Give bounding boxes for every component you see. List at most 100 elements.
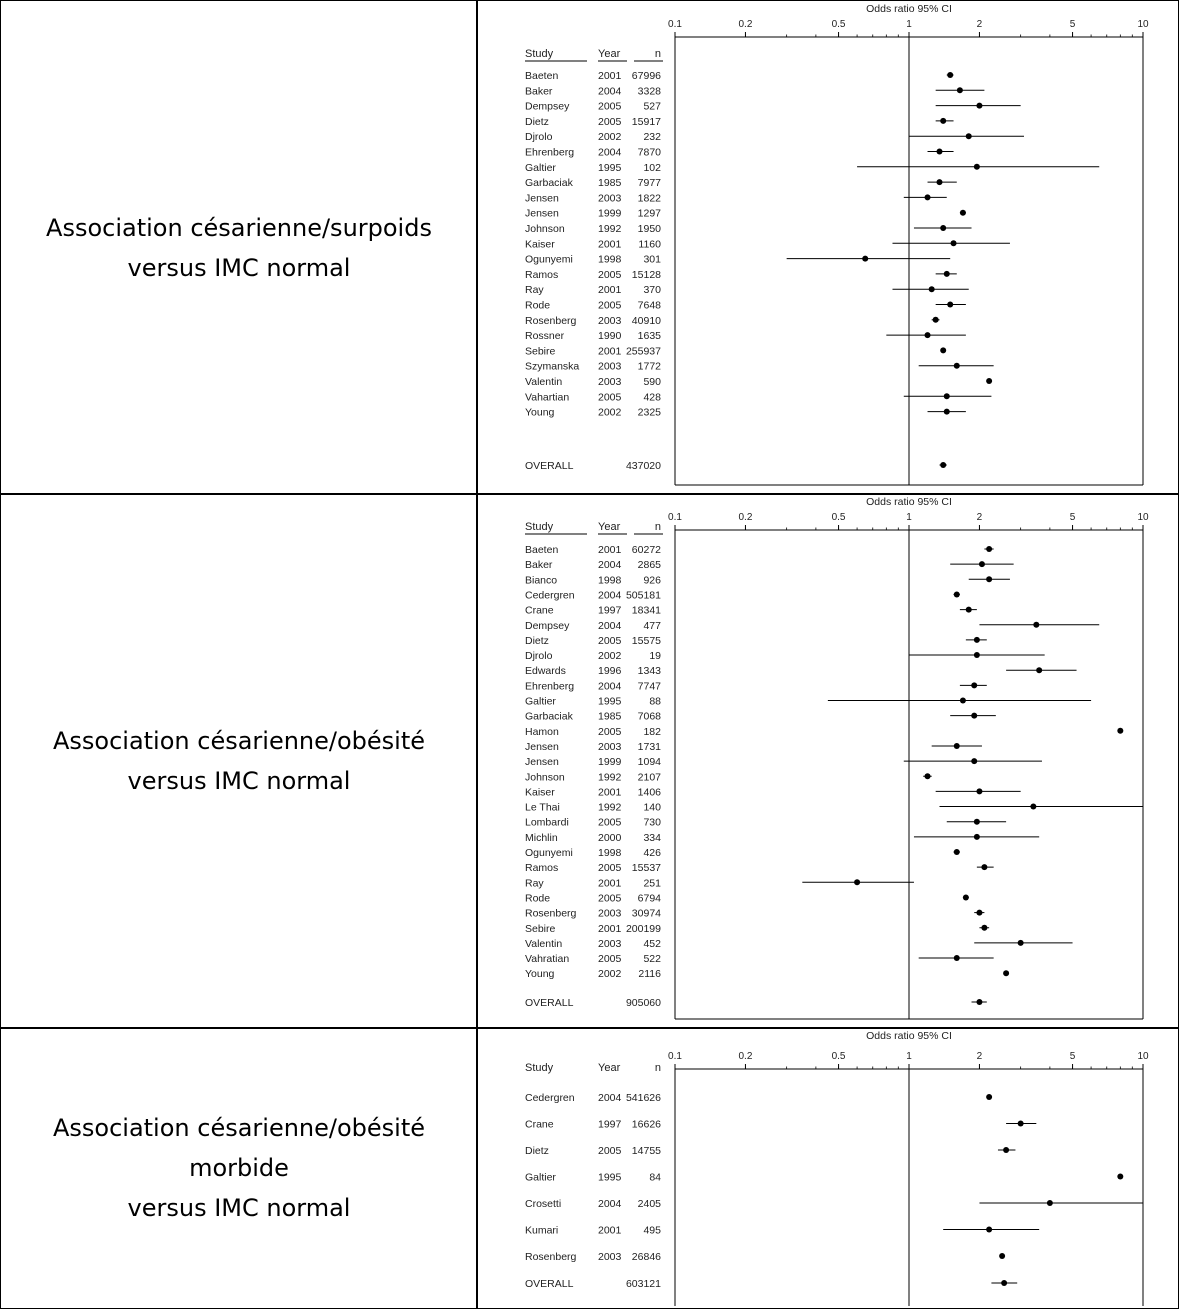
or-point [965,133,972,140]
study-n: 7747 [638,680,662,692]
study-name: Ramos [525,862,558,874]
column-header-n: n [655,1062,661,1074]
study-name: Galtier [525,696,556,708]
study-year: 2002 [598,407,622,419]
study-name: Johnson [525,223,565,235]
study-name: Crane [525,1119,554,1131]
study-year: 2001 [598,923,622,935]
or-point [953,955,960,962]
forest-plot-obesity: Odds ratio 95% CI 0.1 0.2 0.5 1 2 5 10 Study Year… [525,496,1149,1020]
row-label-morbid-obesity: Association césarienne/obésité morbide v… [52,1114,426,1222]
study-year: 1998 [598,574,622,586]
x-tick-label: 2 [977,512,983,523]
x-tick-label: 5 [1070,512,1076,523]
study-year: 2001 [598,238,622,250]
study-year: 2001 [598,1225,622,1237]
study-year: 2005 [598,817,622,829]
study-year: 2001 [598,284,622,296]
column-header-n: n [655,48,661,60]
study-n: 3328 [638,85,662,97]
study-n: 522 [643,953,661,965]
chart-cell-overweight: Odds ratio 95% CI 0.1 0.2 0.5 1 2 5 10 Study Year… [476,0,1179,495]
study-year: 2004 [598,620,622,632]
overall-n: 603121 [626,1278,661,1290]
x-tick-label: 2 [977,19,983,30]
study-year: 2004 [598,1092,622,1104]
study-n: 7870 [638,147,662,159]
study-name: Dempsey [525,101,570,113]
study-n: 2325 [638,407,662,419]
study-name: Baker [525,559,553,571]
study-year: 2001 [598,70,622,82]
or-point [943,393,950,400]
study-year: 1990 [598,330,622,342]
chart-cell-obesity: Odds ratio 95% CI 0.1 0.2 0.5 1 2 5 10 Study Year… [476,493,1179,1029]
study-year: 2005 [598,391,622,403]
study-n: 527 [643,101,661,113]
study-n: 1822 [638,192,662,204]
study-year: 2002 [598,968,622,980]
or-point [943,408,950,415]
or-point [981,924,988,931]
overall-label: OVERALL [525,1278,574,1290]
study-name: Ray [525,284,544,296]
or-point [1003,1147,1010,1153]
row-label-overweight: Association césarienne/surpoids versus I… [46,213,432,282]
study-n: 15537 [632,862,661,874]
or-point [1117,727,1124,734]
study-year: 2002 [598,650,622,662]
or-point [953,742,960,749]
study-name: Bianco [525,574,557,586]
study-year: 2005 [598,116,622,128]
or-point [936,148,943,155]
study-n: 1950 [638,223,662,235]
study-name: Cedergren [525,1092,575,1104]
study-year: 2003 [598,1251,622,1263]
or-point [973,652,980,659]
or-point [976,909,983,916]
or-point [854,879,861,886]
or-point [973,636,980,643]
study-year: 2005 [598,726,622,738]
study-name: Ogunyemi [525,254,573,266]
study-name: Baeten [525,544,558,556]
study-n: 541626 [626,1092,661,1104]
study-name: Michlin [525,832,558,844]
study-n: 1160 [638,238,661,250]
study-n: 16626 [632,1119,661,1131]
study-name: Kumari [525,1225,558,1237]
or-point [953,362,960,369]
or-point [959,697,966,704]
or-point [986,546,993,552]
study-n: 730 [643,817,661,829]
study-year: 1985 [598,177,622,189]
study-n: 2865 [638,559,662,571]
study-name: Garbaciak [525,177,574,189]
or-point [924,773,931,780]
or-point [976,102,983,109]
study-n: 19 [649,650,661,662]
study-name: Young [525,968,555,980]
study-name: Cedergren [525,589,575,601]
study-n: 6794 [638,892,662,904]
study-name: Dietz [525,116,549,128]
overall-point [976,999,983,1005]
study-year: 2005 [598,300,622,312]
study-n: 2107 [638,771,662,783]
study-year: 2005 [598,1145,622,1157]
study-year: 2004 [598,85,622,97]
study-year: 2003 [598,938,622,950]
study-year: 1998 [598,254,622,266]
study-year: 2003 [598,361,622,373]
study-name: Valentin [525,376,562,388]
study-year: 2005 [598,862,622,874]
study-name: Rosenberg [525,315,577,327]
x-tick-label: 0.5 [832,19,846,30]
study-name: Sebire [525,345,556,357]
study-n: 1635 [638,330,662,342]
or-point [928,286,935,293]
or-point [1030,803,1037,810]
x-tick-label: 10 [1137,19,1149,30]
chart-cell-morbid-obesity: Odds ratio 95% CI 0.1 0.2 0.5 1 2 5 10 Study Year… [476,1027,1179,1309]
study-year: 1992 [598,223,622,235]
